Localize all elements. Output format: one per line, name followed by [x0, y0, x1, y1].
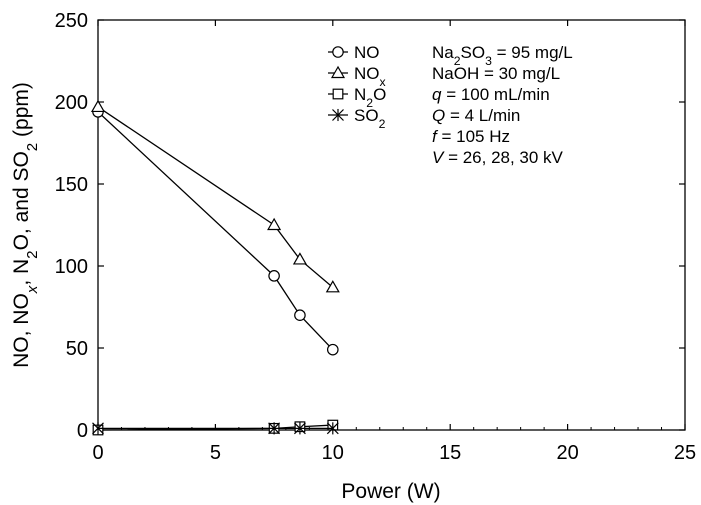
x-axis-title: Power (W) — [341, 480, 440, 503]
x-tick-label: 25 — [674, 442, 696, 464]
data-point-triangle — [325, 280, 340, 293]
text-part: 2 — [24, 250, 41, 258]
data-point-triangle — [292, 252, 307, 265]
condition-line: q = 100 mL/min — [432, 85, 550, 104]
text-part: N — [354, 85, 366, 104]
legend-label: NO — [354, 43, 380, 62]
series-layer — [90, 99, 340, 436]
legend-item-no: NO — [328, 43, 380, 62]
text-part: = 100 mL/min — [441, 85, 549, 104]
text-part: = 4 L/min — [445, 106, 520, 125]
text-part: q — [432, 85, 442, 104]
x-tick-label: 10 — [322, 442, 344, 464]
legend-item-so2: SO2 — [328, 106, 386, 131]
data-point-star — [268, 422, 281, 435]
data-point-triangle — [330, 65, 346, 79]
series-line — [97, 424, 333, 431]
data-point-square — [332, 88, 344, 100]
text-part: = 105 Hz — [437, 127, 510, 146]
text-part: , N — [10, 259, 33, 286]
data-point-circle — [326, 343, 339, 356]
text-part: Na — [432, 43, 454, 62]
series-no — [92, 106, 339, 356]
text-part: x — [24, 285, 41, 294]
data-point-circle — [332, 46, 344, 58]
condition-line: Q = 4 L/min — [432, 106, 520, 125]
text-part: 2 — [24, 143, 41, 151]
series-line — [97, 106, 334, 288]
text-part: 2 — [366, 96, 373, 110]
text-part: 2 — [379, 117, 386, 131]
text-part: x — [380, 75, 386, 89]
plot-frame — [97, 19, 686, 431]
data-point-star — [92, 422, 104, 435]
series-nox — [90, 99, 340, 293]
y-tick-label: 200 — [55, 92, 88, 114]
x-ticks — [97, 20, 686, 430]
text-part: NO, NO — [10, 293, 33, 368]
x-tick-label: 5 — [210, 442, 221, 464]
text-part: O, and SO — [10, 151, 33, 250]
text-part: O — [373, 85, 386, 104]
legend-label: SO2 — [354, 106, 386, 131]
data-point-triangle — [267, 217, 282, 231]
y-ticks — [98, 19, 685, 431]
text-part: (ppm) — [10, 82, 33, 143]
y-tick-label: 250 — [55, 10, 88, 32]
x-tick-label: 15 — [439, 442, 461, 464]
y-axis-title: NO, NOx, N2O, and SO2 (ppm) — [10, 82, 41, 368]
data-point-triangle — [90, 99, 106, 113]
series-so2 — [92, 422, 339, 435]
y-tick-label: 0 — [77, 420, 88, 442]
text-part: 2 — [454, 54, 461, 68]
data-point-circle — [294, 309, 306, 321]
text-part: SO — [461, 43, 486, 62]
x-tick-labels: 0 5 10 15 20 25 — [92, 442, 696, 464]
text-part: NO — [354, 64, 380, 83]
text-part: SO — [354, 106, 379, 125]
legend-item-nox: NOx — [328, 64, 386, 89]
legend-label: N2O — [354, 85, 386, 110]
y-tick-labels: 0 50 100 150 200 250 — [55, 10, 88, 442]
condition-line: Na2SO3 = 95 mg/L — [432, 43, 573, 68]
x-tick-label: 0 — [92, 442, 103, 464]
text-part: V — [432, 148, 445, 167]
text-part: = 26, 28, 30 kV — [443, 148, 563, 167]
data-point-star — [332, 108, 344, 122]
text-part: NaOH = 30 mg/L — [432, 64, 560, 83]
legend-item-n2o: N2O — [328, 85, 386, 110]
text-part: Q — [432, 106, 445, 125]
y-tick-label: 150 — [55, 174, 88, 196]
legend-label: NOx — [354, 64, 386, 89]
condition-line: f = 105 Hz — [432, 127, 510, 146]
y-tick-label: 100 — [55, 256, 88, 278]
condition-line: V = 26, 28, 30 kV — [432, 148, 564, 167]
condition-line: NaOH = 30 mg/L — [432, 64, 560, 83]
data-point-star — [294, 422, 306, 435]
y-tick-label: 50 — [66, 338, 88, 360]
text-part: f — [432, 127, 439, 146]
x-tick-label: 20 — [556, 442, 578, 464]
text-part: NO — [354, 43, 380, 62]
text-part: 3 — [485, 54, 492, 68]
data-point-circle — [268, 270, 280, 282]
series-line — [97, 111, 334, 351]
data-point-star — [326, 422, 339, 435]
text-part: = 95 mg/L — [492, 43, 573, 62]
